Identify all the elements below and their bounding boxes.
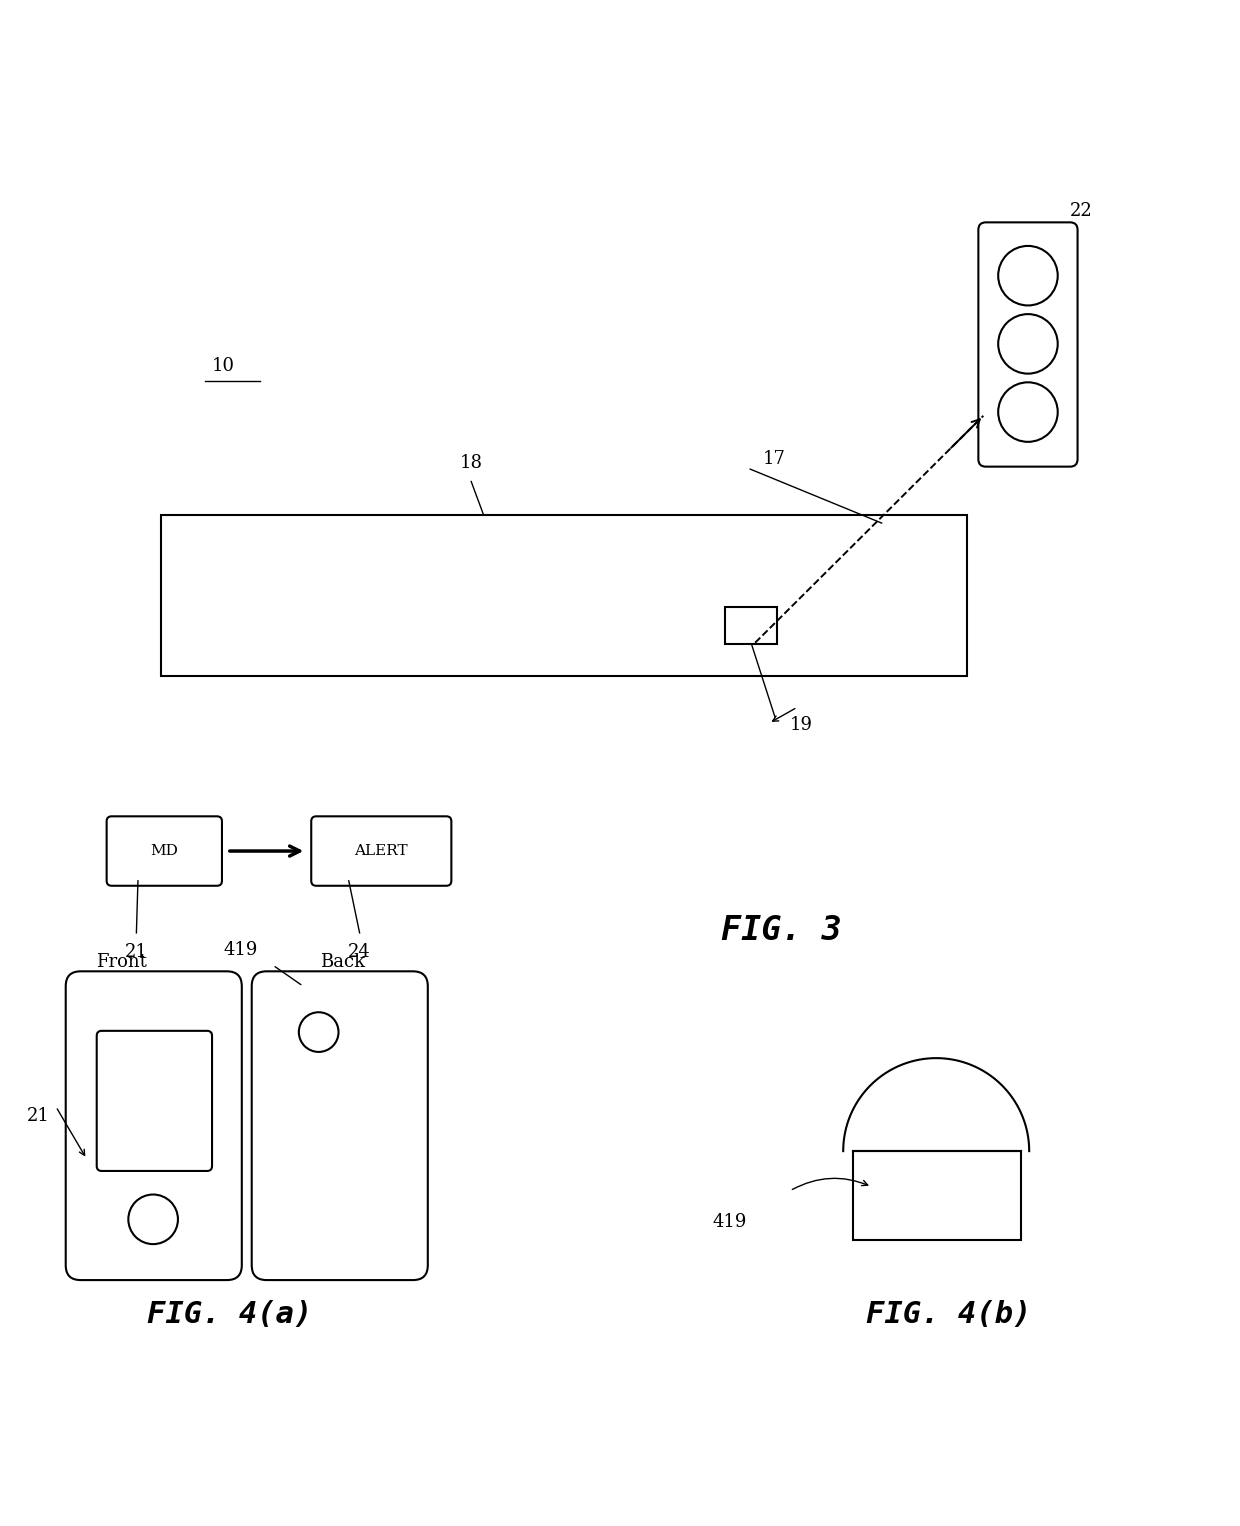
Text: 21: 21 — [27, 1108, 50, 1125]
Text: Back: Back — [320, 954, 365, 972]
Text: FIG. 3: FIG. 3 — [720, 914, 842, 948]
Text: ALERT: ALERT — [355, 844, 408, 858]
FancyBboxPatch shape — [97, 1032, 212, 1170]
Text: MD: MD — [150, 844, 179, 858]
Text: 21: 21 — [125, 943, 148, 961]
Bar — [725, 607, 777, 644]
Text: 10: 10 — [212, 357, 234, 375]
Text: 18: 18 — [460, 453, 482, 472]
FancyBboxPatch shape — [252, 972, 428, 1280]
Text: 24: 24 — [348, 943, 371, 961]
Text: Front: Front — [95, 954, 148, 972]
Circle shape — [998, 246, 1058, 305]
Circle shape — [998, 314, 1058, 374]
Text: 419: 419 — [712, 1213, 746, 1231]
Text: FIG. 4(b): FIG. 4(b) — [866, 1300, 1032, 1329]
Text: 419: 419 — [223, 942, 258, 958]
FancyBboxPatch shape — [66, 972, 242, 1280]
FancyBboxPatch shape — [107, 816, 222, 885]
Bar — [161, 514, 967, 676]
Text: 22: 22 — [1070, 203, 1092, 220]
Text: FIG. 4(a): FIG. 4(a) — [146, 1300, 312, 1329]
FancyBboxPatch shape — [978, 223, 1078, 467]
FancyBboxPatch shape — [311, 816, 451, 885]
Text: 17: 17 — [763, 450, 785, 468]
Bar — [853, 1151, 1021, 1241]
Text: 19: 19 — [790, 716, 813, 734]
Circle shape — [128, 1195, 179, 1244]
Circle shape — [299, 1012, 339, 1051]
Circle shape — [998, 383, 1058, 443]
